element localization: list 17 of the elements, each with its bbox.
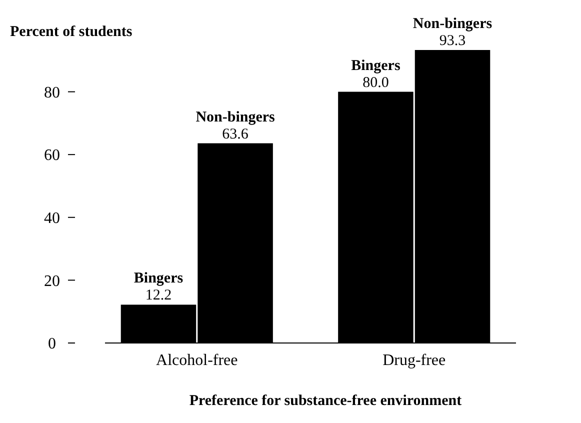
data-label: 12.2 [145,288,172,304]
data-label: 80.0 [362,74,389,91]
x-tick-label: Drug-free [382,352,446,369]
x-axis-title: Preference for substance-free environment [189,393,462,409]
text: Bingers [351,58,400,74]
x-tick-label: Alcohol-free [156,352,238,369]
y-tick-label: 60 [44,147,60,164]
series-label: Non-bingers [196,109,276,126]
data-label: 63.6 [222,126,249,142]
y-tick-label: 40 [44,210,60,227]
y-axis-title: Percent of students [10,24,132,40]
data-label: 93.3 [439,33,466,49]
y-tick-label: 20 [44,272,60,290]
text: Non-bingers [412,16,492,32]
y-tick-label: 0 [48,336,56,353]
series-label: Bingers [134,270,184,287]
y-tick-label: 80 [44,84,60,102]
